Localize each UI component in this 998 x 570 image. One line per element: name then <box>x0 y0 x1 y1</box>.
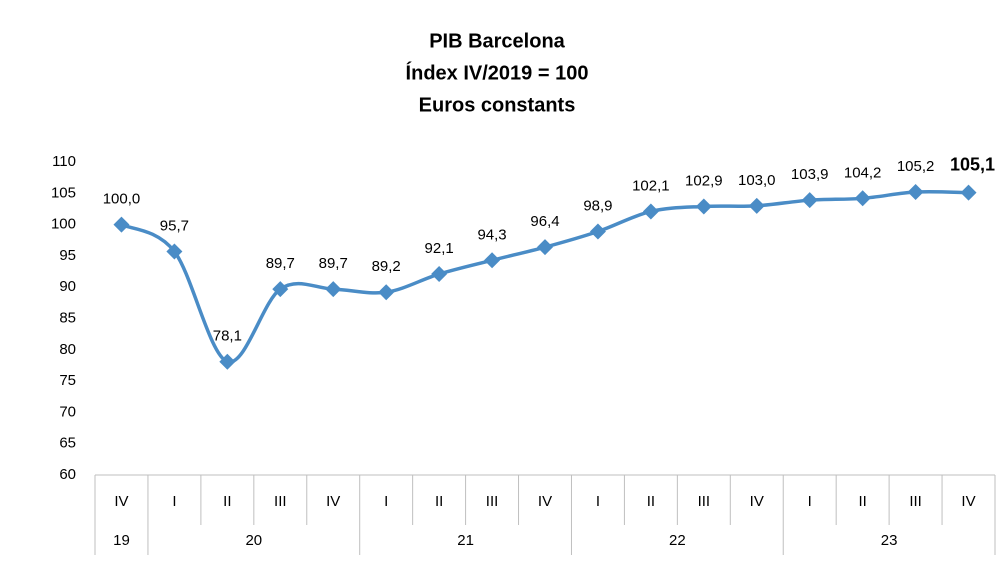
data-label: 103,0 <box>738 172 776 189</box>
data-marker <box>695 198 712 215</box>
x-tick-label: I <box>172 493 176 510</box>
data-label: 95,7 <box>160 217 189 234</box>
x-tick-label: II <box>858 493 866 510</box>
y-tick-label: 75 <box>59 372 76 389</box>
data-marker <box>642 203 659 220</box>
y-tick-label: 105 <box>51 184 76 201</box>
x-tick-label: I <box>808 493 812 510</box>
x-tick-label: II <box>647 493 655 510</box>
data-label: 78,1 <box>213 328 242 345</box>
y-tick-label: 80 <box>59 341 76 358</box>
data-label: 89,2 <box>372 258 401 275</box>
data-marker <box>854 190 871 207</box>
x-tick-label: III <box>486 493 499 510</box>
x-tick-label: III <box>698 493 711 510</box>
chart-subtitle: Índex IV/2019 = 100 <box>406 61 589 84</box>
data-marker <box>325 281 342 298</box>
x-group-label: 22 <box>669 532 686 549</box>
x-tick-label: IV <box>750 493 764 510</box>
y-tick-label: 70 <box>59 403 76 420</box>
data-marker <box>113 216 130 233</box>
data-marker <box>219 353 236 370</box>
x-group-label: 19 <box>113 532 130 549</box>
data-label: 98,9 <box>583 197 612 214</box>
x-tick-label: III <box>909 493 922 510</box>
x-tick-label: I <box>384 493 388 510</box>
chart-title: PIB Barcelona <box>429 30 565 52</box>
data-label: 92,1 <box>425 240 454 257</box>
data-marker <box>484 252 501 269</box>
data-label: 96,4 <box>530 213 559 230</box>
x-tick-label: II <box>223 493 231 510</box>
data-marker <box>166 243 183 260</box>
data-marker <box>801 192 818 209</box>
chart-subtitle: Euros constants <box>419 94 576 116</box>
data-label: 89,7 <box>319 255 348 272</box>
data-label: 105,2 <box>897 158 935 175</box>
data-label: 102,9 <box>685 172 723 189</box>
data-label: 105,1 <box>950 154 995 174</box>
data-marker <box>378 284 395 301</box>
x-group-label: 23 <box>881 532 898 549</box>
x-group-label: 20 <box>245 532 262 549</box>
y-tick-label: 110 <box>52 153 76 170</box>
data-label: 94,3 <box>477 226 506 243</box>
x-tick-label: IV <box>538 493 552 510</box>
y-tick-label: 65 <box>59 435 76 452</box>
data-marker <box>960 184 977 201</box>
x-tick-label: III <box>274 493 287 510</box>
x-tick-label: IV <box>326 493 340 510</box>
data-label: 100,0 <box>103 191 141 208</box>
x-group-label: 21 <box>457 532 474 549</box>
x-tick-label: II <box>435 493 443 510</box>
x-tick-label: IV <box>114 493 128 510</box>
y-tick-label: 95 <box>59 247 76 264</box>
data-marker <box>748 197 765 214</box>
y-tick-label: 90 <box>59 278 76 295</box>
data-label: 102,1 <box>632 177 670 194</box>
data-marker <box>589 223 606 240</box>
y-tick-label: 60 <box>59 466 76 483</box>
data-marker <box>272 281 289 298</box>
x-tick-label: IV <box>961 493 975 510</box>
data-marker <box>431 266 448 283</box>
y-tick-label: 85 <box>59 309 76 326</box>
x-tick-label: I <box>596 493 600 510</box>
data-label: 104,2 <box>844 164 882 181</box>
data-marker <box>907 184 924 201</box>
data-label: 103,9 <box>791 166 829 183</box>
data-label: 89,7 <box>266 255 295 272</box>
data-marker <box>537 239 553 256</box>
y-tick-label: 100 <box>51 216 76 233</box>
